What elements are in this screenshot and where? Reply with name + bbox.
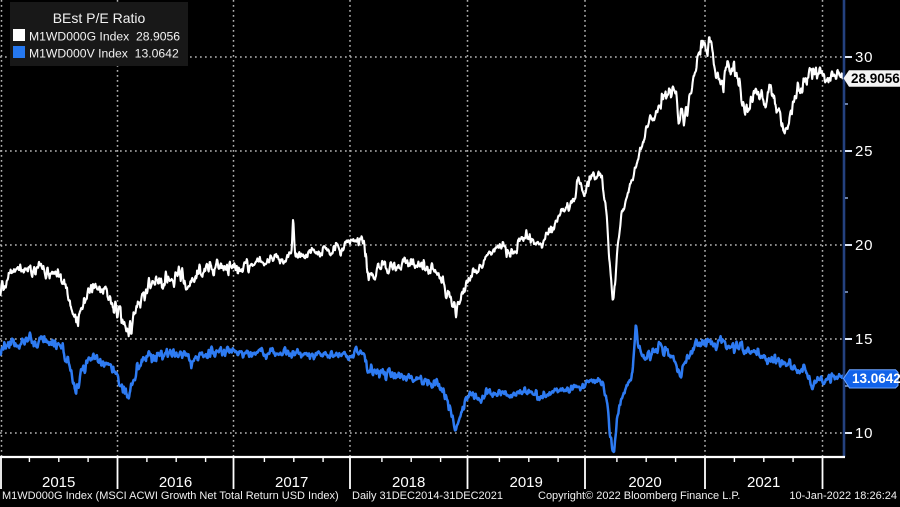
svg-text:15: 15: [855, 331, 873, 348]
svg-text:25: 25: [855, 143, 873, 160]
svg-text:M1WD000V Index 13.0642: M1WD000V Index 13.0642: [29, 47, 179, 61]
svg-text:20: 20: [855, 237, 873, 254]
svg-text:30: 30: [855, 49, 873, 66]
svg-text:Daily 31DEC2014-31DEC2021: Daily 31DEC2014-31DEC2021: [352, 490, 503, 502]
svg-text:2016: 2016: [159, 474, 192, 491]
svg-text:2021: 2021: [747, 474, 780, 491]
svg-text:10: 10: [855, 425, 873, 442]
svg-text:2019: 2019: [510, 474, 543, 491]
svg-text:M1WD000G Index 28.9056: M1WD000G Index 28.9056: [29, 30, 180, 44]
svg-text:2015: 2015: [42, 474, 75, 491]
svg-text:Copyright© 2022 Bloomberg Fina: Copyright© 2022 Bloomberg Finance L.P.: [538, 490, 740, 502]
svg-text:BEst P/E Ratio: BEst P/E Ratio: [53, 10, 146, 26]
svg-text:2017: 2017: [275, 474, 308, 491]
svg-text:M1WD000G Index (MSCI ACWI Grow: M1WD000G Index (MSCI ACWI Growth Net Tot…: [2, 490, 339, 502]
svg-text:10-Jan-2022 18:26:24: 10-Jan-2022 18:26:24: [789, 490, 897, 502]
svg-text:2020: 2020: [628, 474, 661, 491]
svg-text:2018: 2018: [392, 474, 425, 491]
svg-text:13.0642: 13.0642: [852, 371, 900, 386]
svg-text:28.9056: 28.9056: [851, 71, 900, 86]
